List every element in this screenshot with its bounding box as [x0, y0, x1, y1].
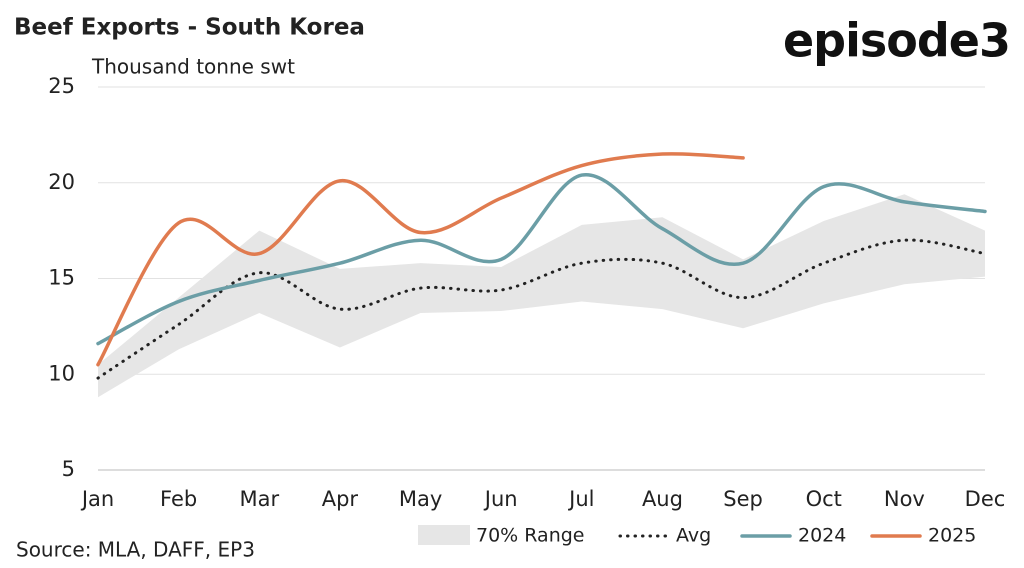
legend-label: 2024: [798, 525, 846, 547]
subtitle: Thousand tonne swt: [91, 55, 295, 79]
x-tick-label: Jul: [567, 487, 594, 511]
legend-label: 70% Range: [476, 525, 585, 547]
x-tick-label: May: [399, 487, 442, 511]
legend-label: Avg: [676, 525, 711, 547]
x-tick-label: Oct: [806, 487, 842, 511]
y-tick-label: 20: [48, 170, 75, 194]
x-tick-label: Nov: [884, 487, 925, 511]
x-tick-label: Aug: [642, 487, 683, 511]
line-1: [96, 173, 987, 346]
line-0: [96, 238, 987, 380]
line-2: [96, 152, 745, 367]
legend-swatch: [418, 525, 470, 545]
logo: episode3: [783, 14, 1010, 68]
y-tick-label: 25: [48, 74, 75, 98]
range-band: [98, 194, 985, 398]
y-tick-label: 5: [62, 457, 75, 481]
y-tick-label: 15: [48, 266, 75, 290]
x-tick-label: Mar: [239, 487, 279, 511]
y-tick-label: 10: [48, 361, 75, 385]
x-tick-label: Jan: [80, 487, 114, 511]
x-tick-label: Apr: [322, 487, 359, 511]
chart-title: Beef Exports - South Korea: [14, 15, 365, 41]
legend-label: 2025: [928, 525, 976, 547]
x-tick-label: Feb: [160, 487, 197, 511]
source: Source: MLA, DAFF, EP3: [16, 538, 255, 562]
x-tick-label: Jun: [483, 487, 518, 511]
x-tick-label: Sep: [723, 487, 763, 511]
x-tick-label: Dec: [965, 487, 1006, 511]
